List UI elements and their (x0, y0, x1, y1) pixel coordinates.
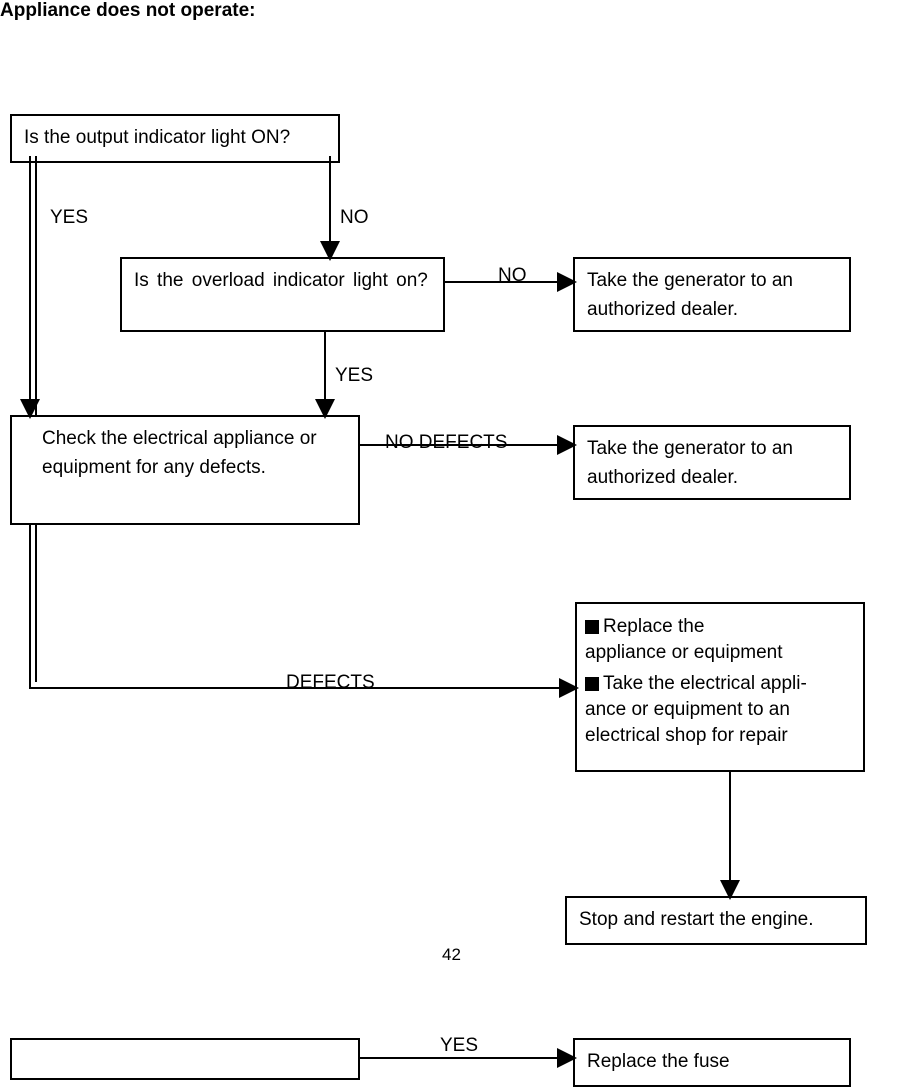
n6-l3: Take the electrical appli- (603, 673, 807, 694)
node-text: Is the output indicator light ON? (24, 127, 290, 148)
node-overload-indicator: Is the overload indicator light on? (120, 257, 445, 332)
node-text: Take the generator to an authorized deal… (587, 270, 793, 320)
page-number: 42 (442, 945, 461, 965)
bullet-icon (585, 677, 599, 691)
node-text: Is the overload indicator light on? (134, 270, 428, 291)
node-text: Check the electrical appliance or equipm… (42, 428, 317, 478)
n6-l2: appliance or equipment (585, 642, 783, 663)
node-text: Stop and restart the engine. (579, 909, 814, 930)
node-dealer-2: Take the generator to an authorized deal… (573, 425, 851, 500)
node-text: Replace the fuse (587, 1051, 730, 1072)
node-replace-fuse: Replace the fuse (573, 1038, 851, 1087)
label-no-1: NO (340, 207, 369, 229)
n6-l4: ance or equipment to an (585, 699, 790, 720)
page-title: Appliance does not operate: (0, 0, 255, 22)
label-no-defects: NO DEFECTS (385, 432, 507, 454)
label-yes-1: YES (50, 207, 88, 229)
node-dealer-1: Take the generator to an authorized deal… (573, 257, 851, 332)
n6-l5: electrical shop for repair (585, 725, 788, 746)
label-no-2: NO (498, 265, 527, 287)
node-replace-repair: Replace the appliance or equipment Take … (575, 602, 865, 772)
label-yes-2: YES (335, 365, 373, 387)
node-check-appliance: Check the electrical appliance or equipm… (10, 415, 360, 525)
node-restart-engine: Stop and restart the engine. (565, 896, 867, 945)
label-yes-3: YES (440, 1035, 478, 1057)
n6-l1: Replace the (603, 616, 704, 637)
node-text: Take the generator to an authorized deal… (587, 438, 793, 488)
node-output-indicator: Is the output indicator light ON? (10, 114, 340, 163)
node-empty (10, 1038, 360, 1080)
bullet-icon (585, 620, 599, 634)
label-defects: DEFECTS (286, 672, 375, 694)
